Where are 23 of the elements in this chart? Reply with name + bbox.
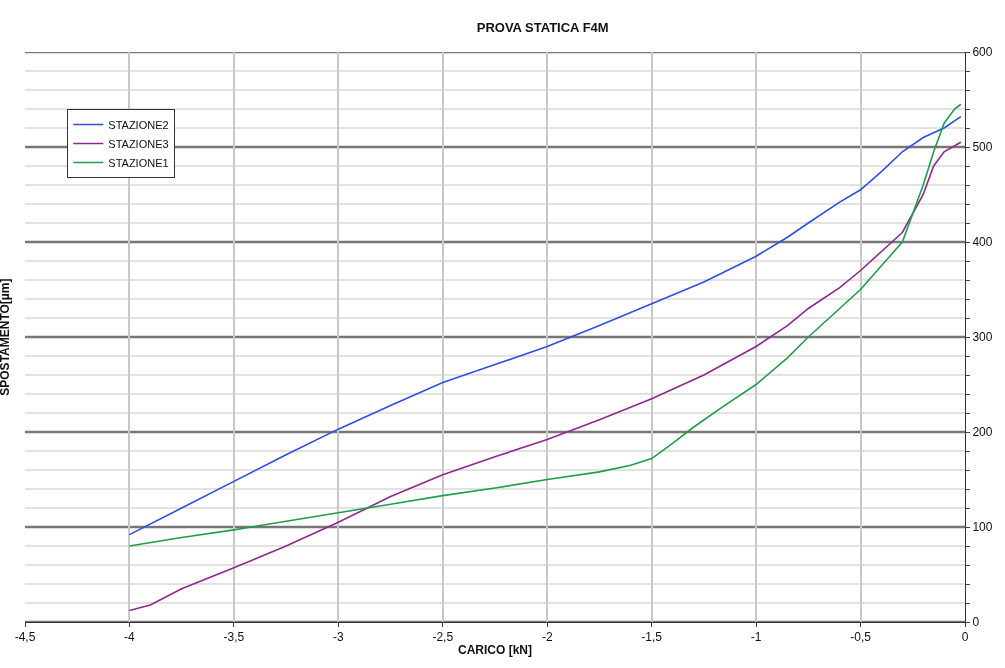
x-tick-label: -2 <box>541 630 553 645</box>
legend-label: STAZIONE2 <box>108 118 169 131</box>
y-tick-label: 600 <box>972 45 993 60</box>
legend-label: STAZIONE1 <box>108 156 169 169</box>
x-tick-label: -1 <box>750 630 762 645</box>
legend-label: STAZIONE3 <box>108 137 169 150</box>
x-tick-label: 0 <box>961 630 969 645</box>
x-tick-label: -4 <box>124 630 136 645</box>
y-tick-label: 500 <box>972 140 993 155</box>
x-axis-title: CARICO [kN] <box>458 643 532 658</box>
x-tick-label: -0,5 <box>850 630 872 645</box>
chart-title: PROVA STATICA F4M <box>476 20 609 36</box>
x-tick-label: -3,5 <box>223 630 245 645</box>
x-tick-label: -3 <box>332 630 344 645</box>
x-tick-label: -2,5 <box>432 630 454 645</box>
x-tick-label: -4,5 <box>14 630 36 645</box>
y-tick-label: 0 <box>972 615 980 630</box>
y-tick-label: 400 <box>972 235 993 250</box>
y-axis-title: SPOSTAMENTO[µm] <box>0 278 12 396</box>
y-tick-label: 100 <box>972 520 993 535</box>
y-tick-label: 300 <box>972 330 993 345</box>
y-tick-label: 200 <box>972 425 993 440</box>
x-tick-label: -1,5 <box>641 630 663 645</box>
